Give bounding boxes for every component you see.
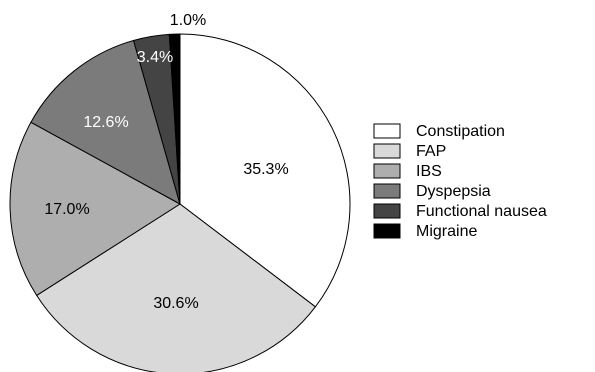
legend-label-functional-nausea: Functional nausea	[416, 203, 547, 220]
legend-swatch-migraine	[373, 223, 401, 239]
slice-value-label-ibs: 17.0%	[44, 201, 89, 218]
pie-slice-ibs	[9, 121, 181, 297]
pie-slice-dyspepsia	[30, 39, 181, 206]
legend-swatch-constipation	[373, 123, 401, 139]
pie-slice-fap	[35, 203, 317, 372]
legend-label-constipation: Constipation	[416, 123, 505, 140]
legend-swatch-functional-nausea	[373, 203, 401, 219]
pie-slice-migraine	[168, 33, 181, 205]
legend-swatch-ibs	[373, 163, 401, 179]
slice-value-label-migraine: 1.0%	[170, 12, 206, 29]
pie-value-labels: 35.3% 30.6% 17.0% 12.6% 3.4% 1.0%	[44, 12, 288, 312]
slice-value-label-constipation: 35.3%	[243, 161, 288, 178]
legend-swatch-dyspepsia	[373, 183, 401, 199]
slice-value-label-functional-nausea: 3.4%	[137, 49, 173, 66]
legend-label-ibs: IBS	[416, 163, 442, 180]
pie-slice-constipation	[179, 33, 351, 308]
slice-value-label-fap: 30.6%	[153, 295, 198, 312]
slice-value-label-dyspepsia: 12.6%	[83, 114, 128, 131]
legend: Constipation FAP IBS Dyspepsia Functional na…	[373, 123, 547, 240]
legend-label-fap: FAP	[416, 143, 446, 160]
legend-swatch-fap	[373, 143, 401, 159]
legend-label-dyspepsia: Dyspepsia	[416, 183, 491, 200]
legend-label-migraine: Migraine	[416, 223, 477, 240]
pie-slices	[9, 33, 351, 372]
